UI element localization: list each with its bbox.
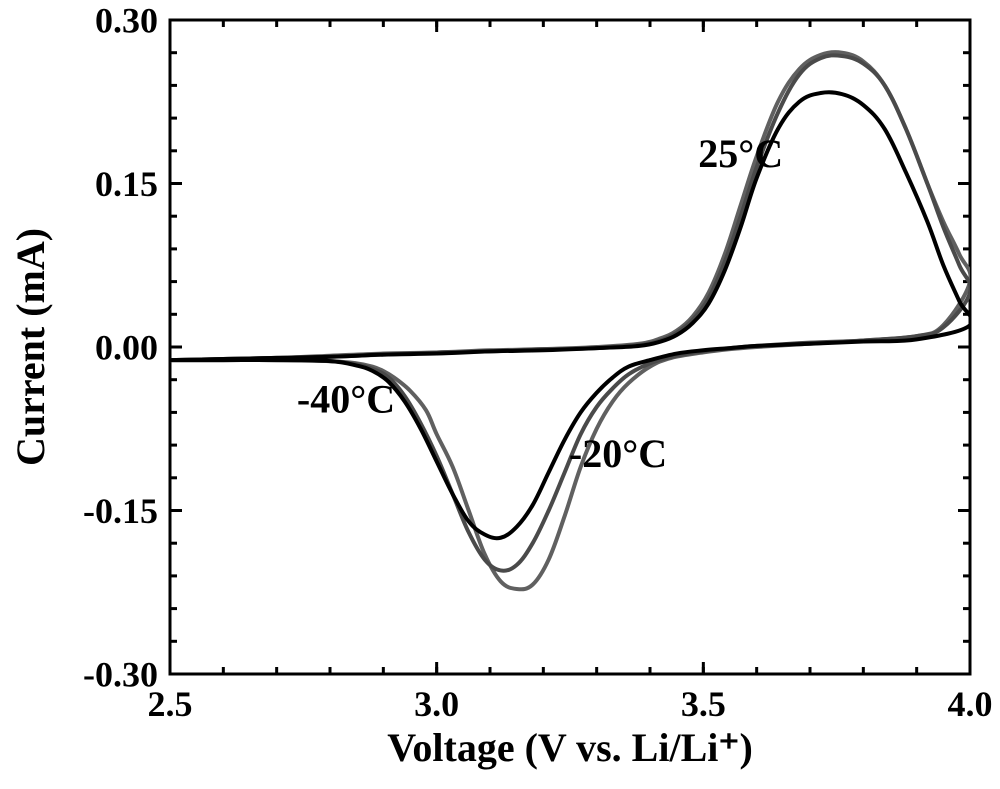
cv-chart: 2.53.03.54.0-0.30-0.150.000.150.30Voltag… xyxy=(0,0,1000,789)
x-tick-label: 4.0 xyxy=(948,684,993,724)
y-tick-label: -0.15 xyxy=(83,491,158,531)
x-axis-title: Voltage (V vs. Li/Li⁺) xyxy=(387,725,753,770)
y-tick-label: 0.15 xyxy=(95,164,158,204)
x-tick-label: 3.5 xyxy=(681,684,726,724)
x-tick-label: 3.0 xyxy=(414,684,459,724)
annotation-2: -20°C xyxy=(569,431,667,476)
y-tick-label: -0.30 xyxy=(83,655,158,695)
y-tick-label: 0.00 xyxy=(95,328,158,368)
y-axis-title: Current (mA) xyxy=(8,228,53,466)
chart-svg: 2.53.03.54.0-0.30-0.150.000.150.30Voltag… xyxy=(0,0,1000,789)
annotation-0: 25°C xyxy=(698,131,783,176)
y-tick-label: 0.30 xyxy=(95,1,158,41)
annotation-1: -40°C xyxy=(297,376,395,421)
